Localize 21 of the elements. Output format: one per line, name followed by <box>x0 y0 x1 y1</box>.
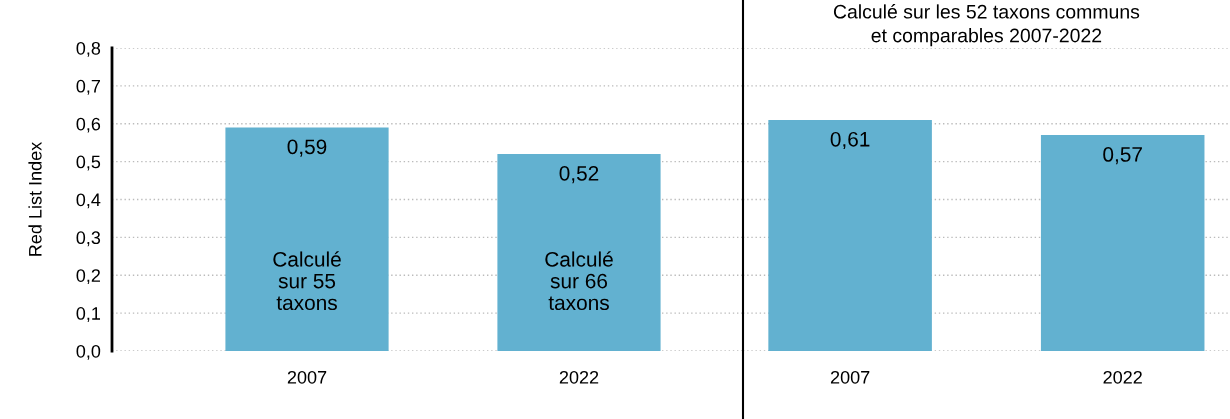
x-tick-label: 2022 <box>559 370 599 384</box>
data-label: 0,57 <box>1103 147 1142 165</box>
y-tick-label: 0,2 <box>76 269 100 285</box>
data-label: 0,59 <box>287 139 327 157</box>
x-tick-label: 2007 <box>287 370 327 384</box>
chart-title: Calculé sur les 52 taxons communs et comparables 2007-2022 <box>833 4 1140 47</box>
y-tick-label: 0,7 <box>76 79 100 95</box>
annotation: Calculé sur 55 taxons <box>273 251 341 311</box>
x-tick-label: 2022 <box>1103 370 1142 384</box>
y-tick-label: 0,5 <box>76 155 101 171</box>
annotation: Calculé sur 66 taxons <box>545 251 613 311</box>
x-tick-label: 2007 <box>830 370 870 384</box>
y-axis-title: Red List Index <box>28 141 42 256</box>
y-tick-label: 0,6 <box>76 117 101 133</box>
y-tick-label: 0,1 <box>76 307 101 322</box>
data-label: 0,52 <box>559 165 599 184</box>
y-tick-label: 0,8 <box>76 41 101 57</box>
data-label: 0,61 <box>830 131 870 150</box>
y-tick-label: 0,3 <box>76 231 101 247</box>
y-tick-label: 0,0 <box>76 344 101 360</box>
y-tick-label: 0,4 <box>76 193 101 209</box>
